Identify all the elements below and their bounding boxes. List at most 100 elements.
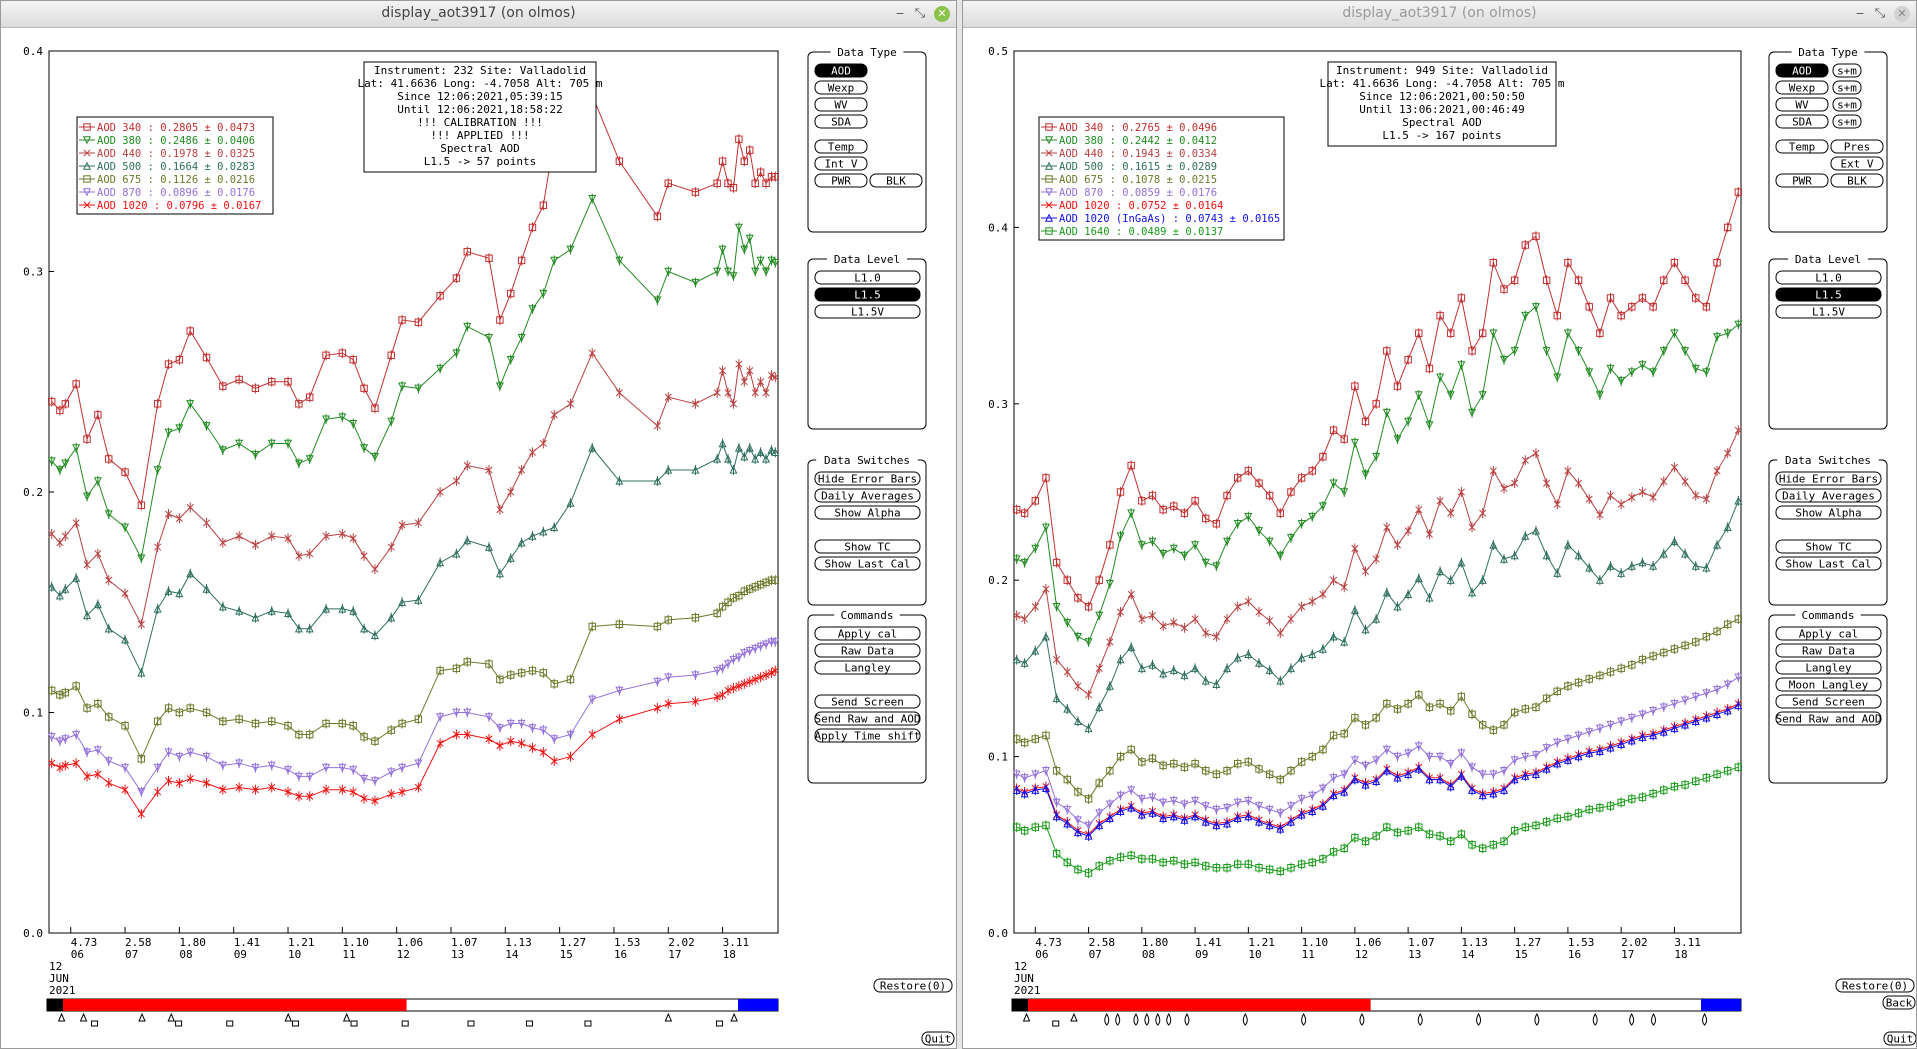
- minimize-icon[interactable]: ‒: [895, 6, 905, 21]
- temp-button[interactable]: Temp: [814, 139, 868, 154]
- restore-button[interactable]: Restore(0): [873, 978, 953, 993]
- data-type-wexp-button[interactable]: Wexp: [1775, 80, 1829, 95]
- raw-data-button[interactable]: Raw Data: [1775, 643, 1882, 658]
- data-type-sda-button[interactable]: SDA: [1775, 114, 1829, 129]
- data-level-l1-0-button[interactable]: L1.0: [1775, 270, 1882, 285]
- data-type-wv-sm-button-frame[interactable]: [1832, 97, 1862, 112]
- restore-button[interactable]: Restore(0): [1835, 978, 1915, 993]
- quit-button-frame[interactable]: [921, 1031, 955, 1046]
- data-type-aod-button[interactable]: AOD: [1775, 63, 1829, 78]
- data-level-l1-0-button[interactable]: L1.0: [814, 270, 921, 285]
- data-type-aod-sm-button[interactable]: s+m: [1832, 63, 1862, 78]
- temp-button-frame[interactable]: [1775, 139, 1829, 154]
- data-type-aod-button[interactable]: AOD: [814, 63, 868, 78]
- restore-icon[interactable]: ⤡: [1874, 6, 1886, 21]
- show-alpha-button[interactable]: Show Alpha: [814, 505, 921, 520]
- pwr-button-frame[interactable]: [1775, 173, 1829, 188]
- data-type-wexp-button-frame[interactable]: [814, 80, 868, 95]
- back-button-frame[interactable]: [1882, 995, 1916, 1010]
- restore-button-frame[interactable]: [873, 978, 953, 993]
- daily-averages-button-frame[interactable]: [1775, 488, 1882, 503]
- raw-data-button-frame[interactable]: [1775, 643, 1882, 658]
- send-screen-button-frame[interactable]: [1775, 694, 1882, 709]
- show-tc-button-frame[interactable]: [814, 539, 921, 554]
- show-tc-button[interactable]: Show TC: [814, 539, 921, 554]
- data-type-wv-button[interactable]: WV: [814, 97, 868, 112]
- blk-button-frame[interactable]: [869, 173, 923, 188]
- blk-button[interactable]: BLK: [1830, 173, 1884, 188]
- show-last-cal-button[interactable]: Show Last Cal: [1775, 556, 1882, 571]
- data-type-aod-button-frame[interactable]: [814, 63, 868, 78]
- temp-button-frame[interactable]: [814, 139, 868, 154]
- ext-v-button[interactable]: Ext V: [1830, 156, 1884, 171]
- blk-button-frame[interactable]: [1830, 173, 1884, 188]
- hide-error-bars-button[interactable]: Hide Error Bars: [1775, 471, 1882, 486]
- daily-averages-button[interactable]: Daily Averages: [1775, 488, 1882, 503]
- data-type-aod-sm-button-frame[interactable]: [1832, 63, 1862, 78]
- send-screen-button[interactable]: Send Screen: [814, 694, 921, 709]
- data-level-l1-5v-button-frame[interactable]: [1775, 304, 1882, 319]
- pwr-button[interactable]: PWR: [1775, 173, 1829, 188]
- back-button[interactable]: Back: [1882, 995, 1916, 1010]
- send-raw-and-aod-button-frame[interactable]: [1775, 711, 1882, 726]
- daily-averages-button[interactable]: Daily Averages: [814, 488, 921, 503]
- data-type-sda-button-frame[interactable]: [814, 114, 868, 129]
- data-type-aod-button-frame[interactable]: [1775, 63, 1829, 78]
- timeline[interactable]: [1011, 998, 1742, 1027]
- moon-langley-button-frame[interactable]: [1775, 677, 1882, 692]
- timeline[interactable]: [46, 998, 779, 1027]
- title-bar[interactable]: display_aot3917 (on olmos) ‒ ⤡ ✕: [1, 1, 956, 28]
- close-icon[interactable]: ✕: [934, 6, 950, 22]
- data-level-l1-5-button[interactable]: L1.5: [814, 287, 921, 302]
- data-type-wexp-sm-button[interactable]: s+m: [1832, 80, 1862, 95]
- send-raw-and-aod-button[interactable]: Send Raw and AOD: [1775, 711, 1882, 726]
- pres-button[interactable]: Pres: [1830, 139, 1884, 154]
- send-raw-and-aod-button[interactable]: Send Raw and AOD: [814, 711, 921, 726]
- apply-time-shift-button-frame[interactable]: [814, 728, 921, 743]
- pres-button-frame[interactable]: [1830, 139, 1884, 154]
- data-level-l1-5-button-frame[interactable]: [1775, 287, 1882, 302]
- data-type-wv-button[interactable]: WV: [1775, 97, 1829, 112]
- show-last-cal-button-frame[interactable]: [1775, 556, 1882, 571]
- quit-button-frame[interactable]: [1883, 1031, 1916, 1046]
- daily-averages-button-frame[interactable]: [814, 488, 921, 503]
- pwr-button[interactable]: PWR: [814, 173, 868, 188]
- close-icon[interactable]: ✕: [1894, 6, 1910, 22]
- restore-button-frame[interactable]: [1835, 978, 1915, 993]
- minimize-icon[interactable]: ‒: [1855, 6, 1865, 21]
- show-alpha-button[interactable]: Show Alpha: [1775, 505, 1882, 520]
- show-last-cal-button-frame[interactable]: [814, 556, 921, 571]
- pwr-button-frame[interactable]: [814, 173, 868, 188]
- show-tc-button[interactable]: Show TC: [1775, 539, 1882, 554]
- send-screen-button-frame[interactable]: [814, 694, 921, 709]
- title-bar[interactable]: display_aot3917 (on olmos) ‒ ⤡ ✕: [963, 1, 1916, 28]
- hide-error-bars-button-frame[interactable]: [814, 471, 921, 486]
- apply-cal-button-frame[interactable]: [1775, 626, 1882, 641]
- data-type-wexp-sm-button-frame[interactable]: [1832, 80, 1862, 95]
- int-v-button[interactable]: Int V: [814, 156, 868, 171]
- hide-error-bars-button[interactable]: Hide Error Bars: [814, 471, 921, 486]
- data-type-wv-button-frame[interactable]: [1775, 97, 1829, 112]
- data-type-sda-sm-button-frame[interactable]: [1832, 114, 1862, 129]
- int-v-button-frame[interactable]: [814, 156, 868, 171]
- langley-button-frame[interactable]: [1775, 660, 1882, 675]
- apply-cal-button[interactable]: Apply cal: [814, 626, 921, 641]
- data-level-l1-5v-button[interactable]: L1.5V: [814, 304, 921, 319]
- langley-button-frame[interactable]: [814, 660, 921, 675]
- quit-button[interactable]: Quit: [1883, 1031, 1916, 1046]
- quit-button[interactable]: Quit: [921, 1031, 955, 1046]
- blk-button[interactable]: BLK: [869, 173, 923, 188]
- show-tc-button-frame[interactable]: [1775, 539, 1882, 554]
- restore-icon[interactable]: ⤡: [914, 6, 926, 21]
- langley-button[interactable]: Langley: [1775, 660, 1882, 675]
- data-level-l1-0-button-frame[interactable]: [1775, 270, 1882, 285]
- data-type-sda-button-frame[interactable]: [1775, 114, 1829, 129]
- apply-cal-button-frame[interactable]: [814, 626, 921, 641]
- temp-button[interactable]: Temp: [1775, 139, 1829, 154]
- apply-time-shift-button[interactable]: Apply Time shift: [814, 728, 921, 743]
- raw-data-button[interactable]: Raw Data: [814, 643, 921, 658]
- raw-data-button-frame[interactable]: [814, 643, 921, 658]
- ext-v-button-frame[interactable]: [1830, 156, 1884, 171]
- data-type-sda-sm-button[interactable]: s+m: [1832, 114, 1862, 129]
- show-alpha-button-frame[interactable]: [1775, 505, 1882, 520]
